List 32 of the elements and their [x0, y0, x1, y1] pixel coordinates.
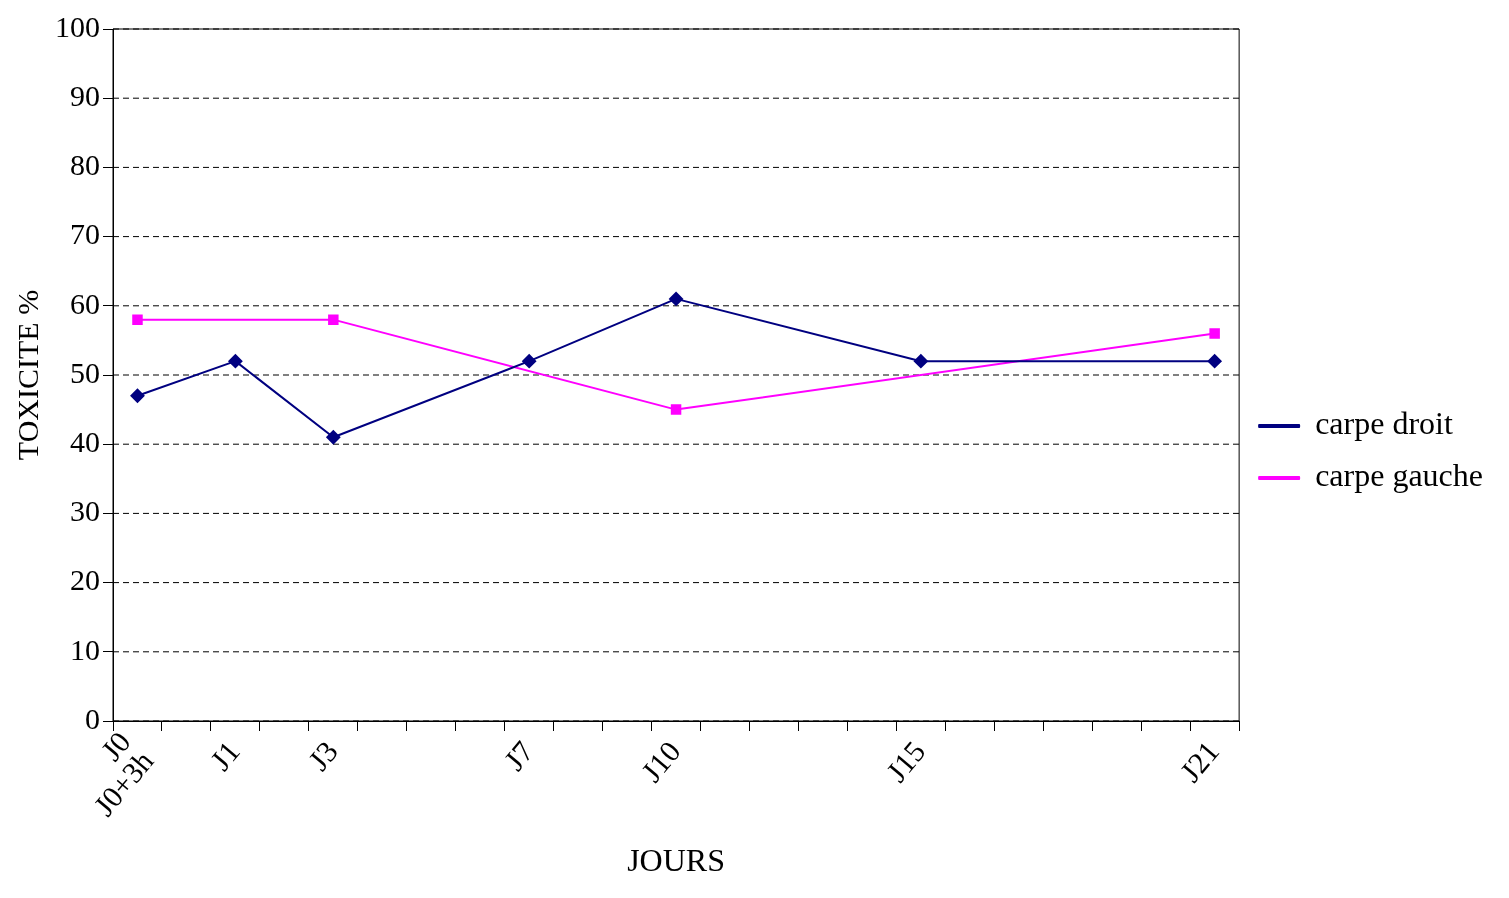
point	[132, 314, 143, 325]
y-axis-title: TOXICITE %	[10, 289, 44, 461]
x-axis-title: JOURS	[627, 842, 725, 879]
x-tick-label: J15	[879, 734, 932, 788]
point	[913, 354, 928, 369]
y-tick-label: 90	[70, 79, 100, 113]
y-tick-label: 30	[70, 494, 100, 528]
y-tick-label: 80	[70, 148, 100, 182]
y-tick-label: 60	[70, 286, 100, 320]
y-tick-label: 40	[70, 425, 100, 459]
point	[130, 388, 145, 403]
point	[1209, 328, 1220, 339]
x-tick-label: J1	[203, 734, 247, 777]
point	[326, 430, 341, 445]
point	[228, 354, 243, 369]
y-tick-label: 100	[55, 9, 100, 43]
x-tick-label: J21	[1173, 734, 1226, 788]
y-tick-label: 10	[70, 632, 100, 666]
x-tick-label: J3	[301, 734, 344, 777]
y-tick-label: 70	[70, 217, 100, 251]
point	[669, 291, 684, 306]
x-tick-label: J7	[497, 734, 540, 777]
legend-label: carpe gauche	[1315, 457, 1483, 494]
point	[1207, 354, 1222, 369]
x-tick-label: J10	[634, 734, 687, 788]
y-tick-label: 20	[70, 563, 100, 597]
y-tick-label: 0	[85, 701, 100, 735]
point	[670, 404, 682, 415]
y-tick-label: 50	[70, 355, 100, 389]
point	[328, 314, 339, 325]
point	[522, 354, 537, 369]
legend-label: carpe droit	[1315, 405, 1453, 442]
